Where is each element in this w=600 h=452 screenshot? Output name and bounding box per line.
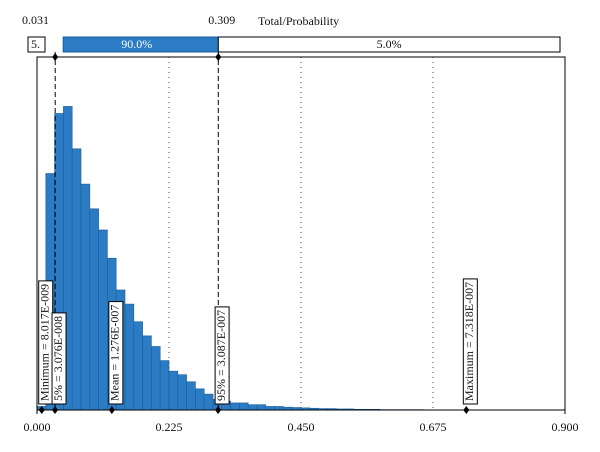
marker-label-group: 5% = 3.076E-008 (51, 312, 67, 405)
marker-label: Minimum = 8.017E-009 (37, 284, 51, 401)
bar (71, 148, 82, 411)
bar (274, 406, 284, 411)
bar (142, 335, 152, 411)
prob-label: 5.0% (377, 37, 402, 51)
x-tick-label: 0.900 (552, 420, 579, 434)
marker-label: 95% = 3.087E-007 (214, 310, 228, 401)
marker-label-group: Minimum = 8.017E-009 (37, 280, 54, 405)
prob-label: 90.0% (121, 37, 152, 51)
marker-diamond (215, 406, 222, 414)
marker-label-box (108, 301, 124, 405)
bar (265, 406, 275, 411)
bar (195, 388, 205, 411)
bar (230, 402, 240, 411)
prob-segment (217, 36, 561, 53)
bar (124, 303, 135, 411)
x-tick-label: 0.675 (420, 420, 447, 434)
prob-label: 5. (31, 37, 40, 51)
x-tick-label: 0.225 (156, 420, 183, 434)
x-tick-label: 0.450 (288, 420, 315, 434)
bar (151, 346, 161, 411)
bar (133, 321, 143, 411)
x-tick-label: 0.000 (24, 420, 51, 434)
prob-segment (27, 36, 46, 53)
marker-label-group: Mean = 1.276E-007 (108, 301, 124, 405)
bar (256, 404, 267, 411)
marker-label: 5% = 3.076E-008 (51, 316, 65, 401)
bar (239, 402, 249, 411)
marker-label-box (462, 278, 478, 405)
marker-label-group: Maximum = 7.318E-007 (462, 278, 478, 405)
bar (80, 183, 91, 411)
bar (159, 360, 170, 411)
bar (186, 381, 196, 411)
bar (98, 229, 108, 411)
plot-frame (36, 56, 566, 411)
bar (168, 370, 179, 411)
marker-diamond (38, 406, 45, 414)
marker-label-box (214, 306, 230, 405)
bar (89, 208, 99, 411)
bar (177, 374, 187, 411)
delimiter-label: 0.031 (22, 13, 49, 27)
marker-label-group: 95% = 3.087E-007 (214, 306, 230, 405)
marker-label: Maximum = 7.318E-007 (462, 282, 476, 401)
marker-label: Mean = 1.276E-007 (108, 305, 122, 401)
delimiter-label: 0.309 (208, 13, 235, 27)
marker-diamond (108, 406, 115, 414)
marker-diamond (52, 406, 59, 414)
delimiter-diamond (215, 53, 222, 61)
bar (247, 404, 258, 411)
bar (203, 393, 214, 411)
probability-title: Total/Probability (258, 14, 339, 28)
marker-label-box (51, 312, 67, 405)
delimiter-diamond (52, 53, 59, 61)
marker-diamond (463, 406, 470, 414)
